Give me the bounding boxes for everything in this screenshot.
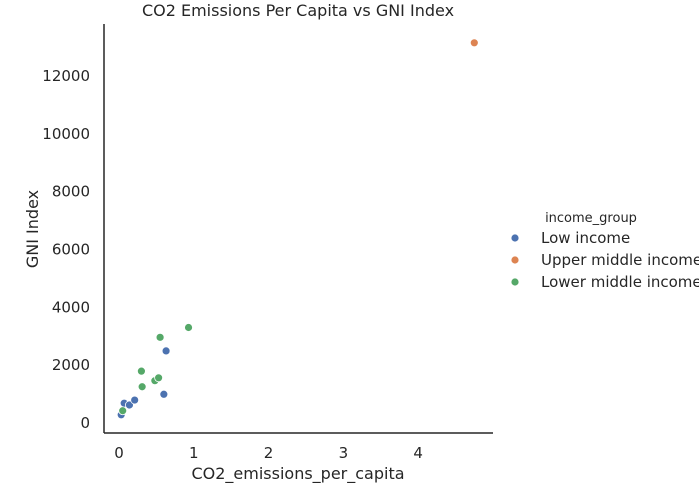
y-tick-label: 6000 (52, 240, 90, 258)
data-point (118, 406, 128, 416)
legend-marker (510, 233, 520, 243)
x-tick-labels: 0 1 2 3 4 (114, 444, 423, 462)
data-point (137, 366, 146, 376)
x-tick-label: 1 (189, 444, 199, 462)
x-tick-label: 2 (264, 444, 274, 462)
data-points (116, 38, 479, 420)
x-tick-label: 3 (339, 444, 349, 462)
y-tick-label: 4000 (52, 298, 90, 316)
x-tick-label: 0 (114, 444, 124, 462)
data-point (159, 389, 169, 399)
y-tick-label: 10000 (42, 125, 90, 143)
data-point (161, 346, 171, 356)
y-tick-label: 12000 (42, 67, 90, 85)
y-tick-labels: 0 2000 4000 6000 8000 10000 12000 (42, 67, 90, 432)
data-point (184, 323, 193, 332)
x-axis-title: CO2_emissions_per_capita (191, 464, 404, 484)
chart-title: CO2 Emissions Per Capita vs GNI Index (142, 1, 454, 20)
legend-marker (510, 255, 520, 265)
y-axis-title: GNI Index (23, 190, 42, 268)
legend-label: Lower middle income (541, 273, 699, 291)
y-tick-label: 2000 (52, 356, 90, 374)
y-tick-label: 8000 (52, 183, 90, 201)
data-point (154, 373, 164, 383)
data-point (469, 38, 479, 48)
y-tick-label: 0 (80, 414, 90, 432)
legend-label: Upper middle income (541, 251, 699, 269)
legend-title: income_group (545, 211, 637, 226)
legend-marker (510, 277, 520, 287)
legend: income_group Low income Upper middle inco… (510, 211, 699, 291)
data-point (130, 395, 140, 405)
data-point (155, 332, 165, 342)
legend-label: Low income (541, 229, 630, 247)
data-point (137, 382, 147, 392)
x-tick-label: 4 (413, 444, 423, 462)
